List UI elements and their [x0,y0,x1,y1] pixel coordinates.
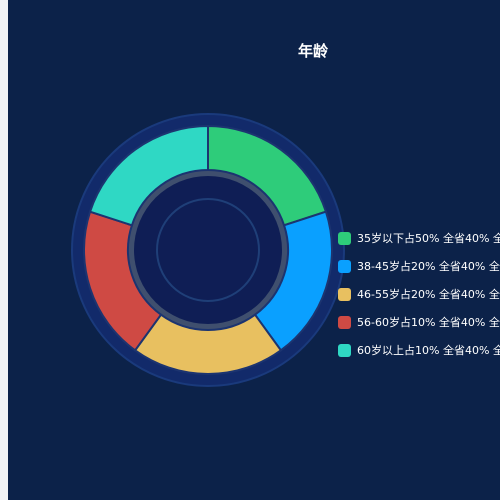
legend-item[interactable]: 35岁以下占50% 全省40% 全国 [338,224,500,252]
legend-label: 56-60岁占10% 全省40% 全国 [357,316,500,329]
legend-item[interactable]: 56-60岁占10% 全省40% 全国 [338,308,500,336]
legend-label: 35岁以下占50% 全省40% 全国 [357,232,500,245]
legend-item[interactable]: 60岁以上占10% 全省40% 全国 [338,336,500,364]
chart-panel: 年龄 35岁以下占50% 全省40% 全国 38-45岁占20% 全省40% 全国… [8,0,500,500]
legend-swatch [338,231,351,245]
legend-swatch [338,259,351,273]
donut-slice-5[interactable] [88,124,209,227]
inner-core-ring [156,198,260,302]
legend: 35岁以下占50% 全省40% 全国 38-45岁占20% 全省40% 全国 46-… [338,224,500,364]
donut-chart [71,113,345,387]
legend-item[interactable]: 46-55岁占20% 全省40% 全国 [338,280,500,308]
chart-title: 年龄 [297,42,328,60]
legend-swatch [338,343,351,357]
legend-label: 38-45岁占20% 全省40% 全国 [357,260,500,273]
legend-swatch [338,315,351,329]
legend-swatch [338,287,351,301]
legend-label: 60岁以上占10% 全省40% 全国 [357,344,500,357]
legend-label: 46-55岁占20% 全省40% 全国 [357,288,500,301]
inner-core [134,176,282,324]
slices-group [83,124,333,375]
legend-item[interactable]: 38-45岁占20% 全省40% 全国 [338,252,500,280]
